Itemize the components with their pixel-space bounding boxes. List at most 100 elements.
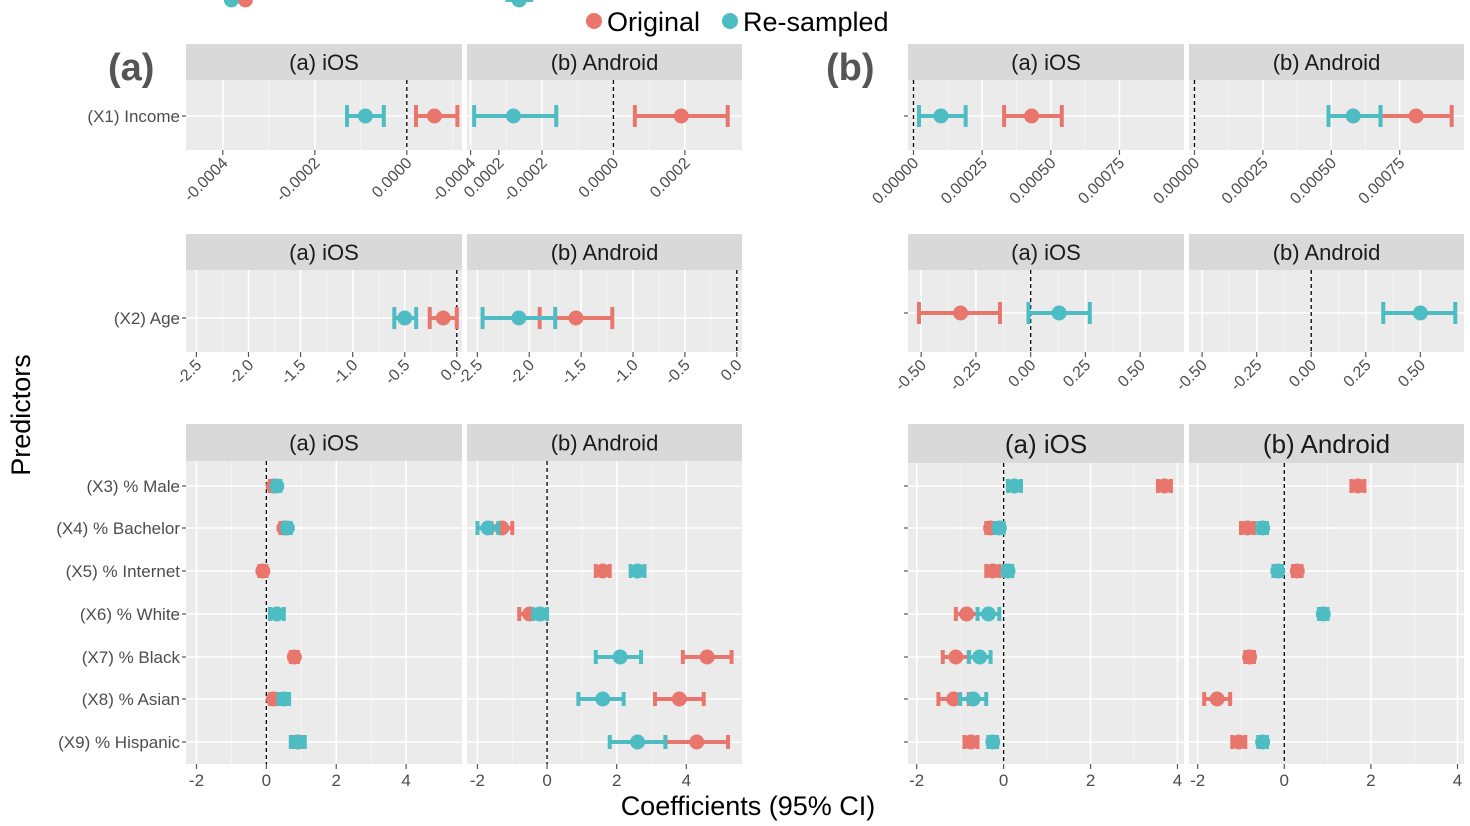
x-tick-label: 0.0	[718, 357, 746, 385]
point-estimate-original	[568, 310, 584, 326]
x-tick-label: -2	[470, 771, 485, 790]
x-tick-label: -1.5	[278, 357, 310, 389]
point-estimate-original	[985, 563, 1001, 579]
point-estimate-original	[953, 305, 969, 321]
facet-strip	[186, 234, 462, 270]
x-tick-label: -0.5	[382, 357, 414, 389]
facet-strip	[908, 44, 1184, 80]
plot-area: (a) iOS-0.0004 -0.0002 0.0000 0.0002(b) And…	[56, 0, 1464, 790]
x-tick-label: -0.50	[1173, 357, 1211, 395]
facet-strip-label: (b) Android	[551, 50, 659, 75]
facet-strip-label: (b) Android	[551, 430, 659, 455]
x-tick-label: 0.0000	[576, 155, 623, 202]
x-tick-label: -1.0	[330, 357, 362, 389]
panel-background	[186, 461, 462, 764]
x-tick-label: 2	[1366, 771, 1375, 790]
point-estimate-re-sampled	[965, 691, 981, 707]
x-tick-label: 0.50	[1115, 357, 1149, 391]
point-estimate-re-sampled	[1255, 520, 1271, 536]
point-estimate-original	[237, 0, 253, 8]
facet-strip-label: (b) Android	[1273, 50, 1381, 75]
facet-strip	[467, 234, 742, 270]
point-estimate-original	[946, 691, 962, 707]
x-tick-label: -1.5	[558, 357, 590, 389]
point-estimate-re-sampled	[1006, 478, 1022, 494]
point-estimate-re-sampled	[505, 108, 521, 124]
x-tick-label: 0.00025	[1219, 155, 1272, 208]
x-tick-label: -0.0002	[273, 155, 323, 205]
x-tick-label: 4	[1173, 771, 1182, 790]
point-estimate-original	[1239, 520, 1255, 536]
x-tick-label: 0.00050	[1287, 155, 1340, 208]
point-estimate-original	[286, 649, 302, 665]
facet-strip	[1189, 44, 1464, 80]
point-estimate-re-sampled	[630, 563, 646, 579]
point-estimate-original	[671, 691, 687, 707]
legend-label-resampled: Re-sampled	[743, 7, 889, 37]
facet-strip	[1189, 424, 1464, 463]
row-label: (X4) % Bachelor	[56, 519, 180, 538]
x-tick-label: -2.5	[174, 357, 206, 389]
point-estimate-original	[673, 108, 689, 124]
point-estimate-re-sampled	[1255, 734, 1271, 750]
point-estimate-re-sampled	[480, 520, 496, 536]
facet-strip-label: (a) iOS	[1011, 50, 1081, 75]
facet-strip-label: (a) iOS	[1005, 429, 1087, 459]
facet-strip	[908, 234, 1184, 270]
x-tick-label: -0.0004	[181, 155, 231, 205]
x-tick-label: -2	[909, 771, 924, 790]
x-tick-label: 0.00050	[1007, 155, 1060, 208]
point-estimate-original	[689, 734, 705, 750]
point-estimate-original	[959, 606, 975, 622]
x-tick-label: 0.00000	[869, 155, 922, 208]
facet-strip	[908, 424, 1184, 463]
point-estimate-re-sampled	[985, 734, 1001, 750]
point-estimate-re-sampled	[276, 691, 292, 707]
x-tick-label: -2.5	[455, 357, 487, 389]
row-label: (X3) % Male	[86, 477, 180, 496]
panel-label-a: (a)	[108, 47, 154, 89]
x-tick-label: 2	[1086, 771, 1095, 790]
point-estimate-re-sampled	[511, 0, 527, 8]
point-estimate-re-sampled	[1315, 606, 1331, 622]
facet-strip	[186, 44, 462, 80]
point-estimate-re-sampled	[991, 520, 1007, 536]
x-tick-label: 0	[542, 771, 551, 790]
point-estimate-re-sampled	[612, 649, 628, 665]
x-tick-label: 0.00	[1005, 357, 1039, 391]
x-tick-label: 0.00025	[938, 155, 991, 208]
x-tick-label: -2	[1190, 771, 1205, 790]
point-estimate-original	[435, 310, 451, 326]
point-estimate-re-sampled	[933, 108, 949, 124]
x-tick-label: -0.5	[662, 357, 694, 389]
x-tick-label: -2.0	[226, 357, 258, 389]
x-tick-label: -0.50	[892, 357, 930, 395]
x-tick-label: 0.00000	[1150, 155, 1203, 208]
x-tick-label: 0	[262, 771, 271, 790]
facet-strip	[467, 424, 742, 461]
point-estimate-original	[1024, 108, 1040, 124]
panel-background	[467, 270, 742, 352]
point-estimate-re-sampled	[1051, 305, 1067, 321]
x-tick-label: 0	[1280, 771, 1289, 790]
x-tick-label: 4	[401, 771, 410, 790]
point-estimate-original	[948, 649, 964, 665]
x-tick-label: 4	[1453, 771, 1462, 790]
chart-block-b-age: (a) iOS -0.50 -0.25 0.00 0.25 0.50 (b) Android…	[892, 234, 1464, 395]
point-estimate-re-sampled	[357, 108, 373, 124]
x-axis-title: Coefficients (95% CI)	[621, 791, 876, 821]
point-estimate-original	[1156, 478, 1172, 494]
x-tick-label: 0	[999, 771, 1008, 790]
point-estimate-original	[699, 649, 715, 665]
point-estimate-re-sampled	[1000, 563, 1016, 579]
row-label: (X6) % White	[80, 605, 180, 624]
point-estimate-re-sampled	[595, 691, 611, 707]
chart-block-a-demo: (a) iOS -2 0 2 4 (b) Android -2 0 2 4 (X3) % Male (…	[56, 0, 742, 790]
facet-strip	[1189, 234, 1464, 270]
chart-block-a-income: (a) iOS -0.0004 -0.0002 0.0000 0.0002 (b) And…	[87, 44, 742, 205]
point-estimate-original	[1289, 563, 1305, 579]
point-estimate-re-sampled	[532, 606, 548, 622]
point-estimate-original	[1209, 691, 1225, 707]
point-estimate-original	[1350, 478, 1366, 494]
